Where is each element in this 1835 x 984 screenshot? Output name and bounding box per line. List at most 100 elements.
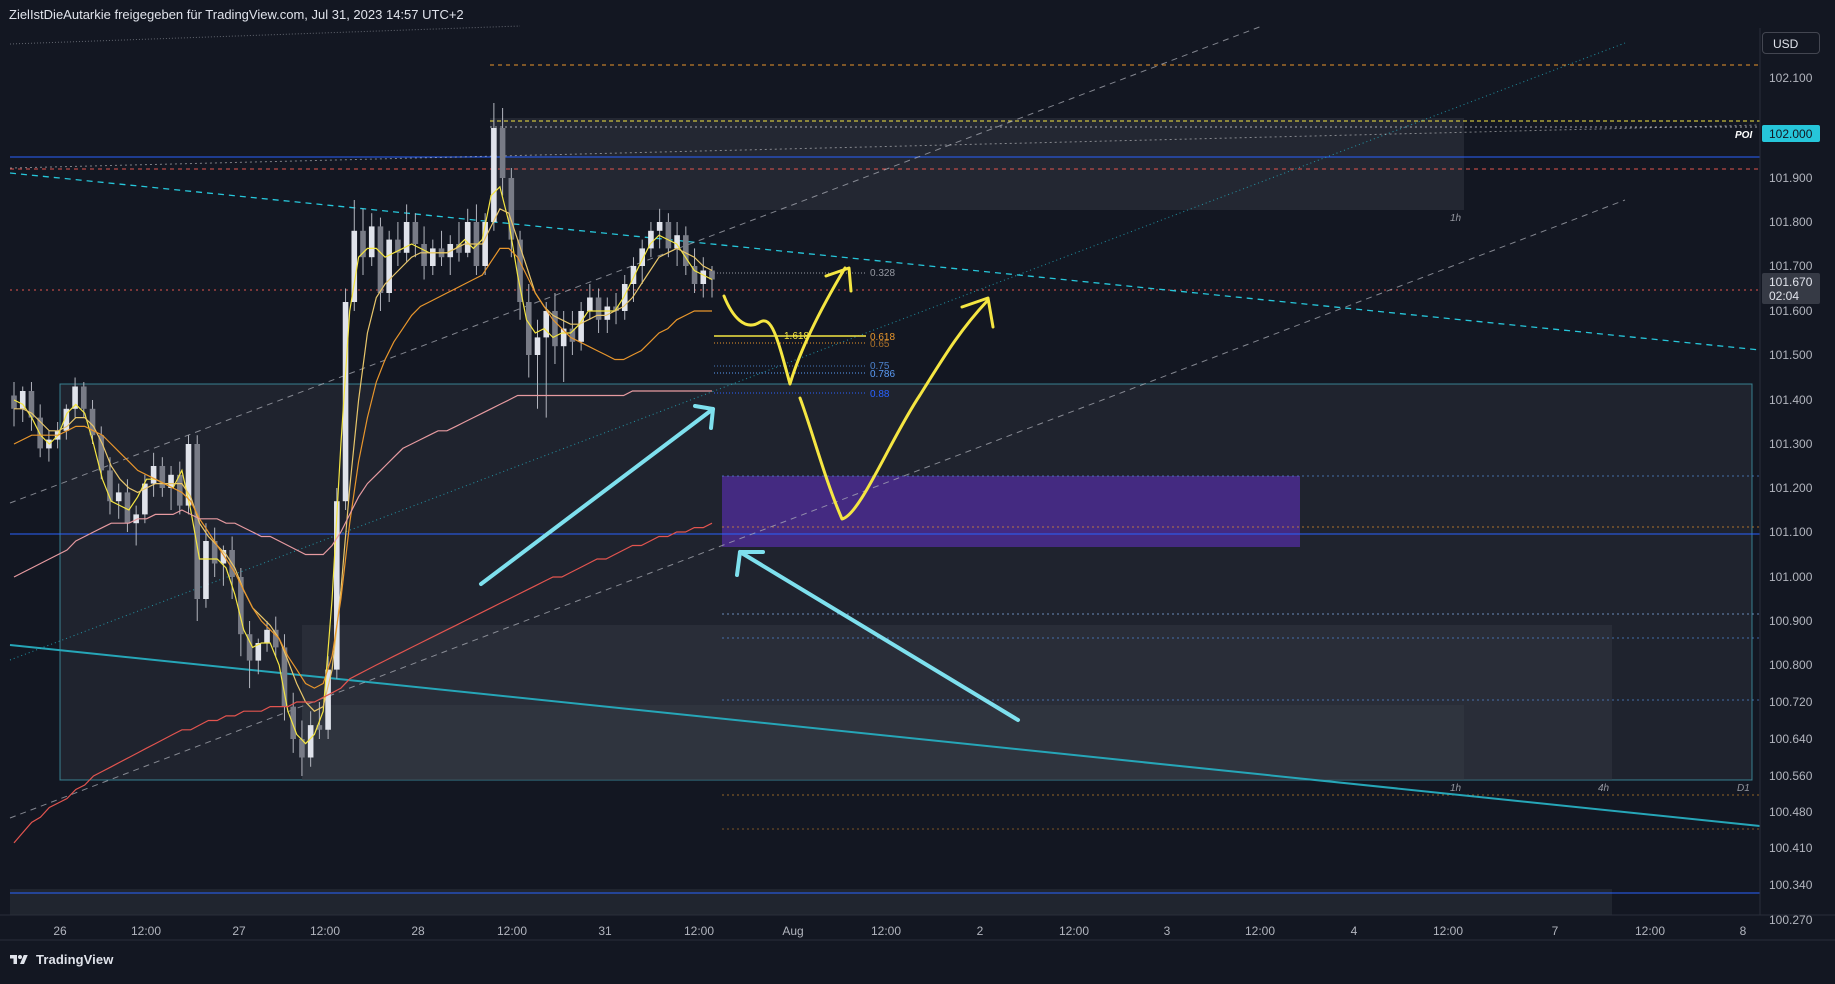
candle xyxy=(543,302,550,418)
price-tick-label: 101.200 xyxy=(1769,481,1813,495)
yellow-arrowhead-right xyxy=(960,296,995,329)
time-tick-label: 12:00 xyxy=(684,924,714,938)
candle xyxy=(11,382,17,427)
header-bar: ZielIstDieAutarkie freigegeben für Tradi… xyxy=(0,0,1835,28)
candle xyxy=(648,222,654,258)
candle xyxy=(211,527,218,577)
candle xyxy=(150,452,157,497)
hand-drawings xyxy=(479,266,1020,722)
candle xyxy=(368,213,375,266)
price-tick-label: 100.480 xyxy=(1769,805,1813,819)
price-axis[interactable]: 102.100 101.900 101.800 101.700 101.600 101.5… xyxy=(1769,71,1813,927)
poi-price: 102.000 xyxy=(1769,127,1813,141)
price-tick-label: 101.600 xyxy=(1769,304,1813,318)
fib-label-0786: 0.786 xyxy=(870,369,895,380)
price-tick-label: 101.000 xyxy=(1769,570,1813,584)
time-tick-label: 4 xyxy=(1351,924,1358,938)
price-tick-label: 101.700 xyxy=(1769,259,1813,273)
candle xyxy=(683,226,689,275)
moving-average-line xyxy=(13,247,712,689)
zone-label-d1: D1 xyxy=(1737,783,1750,794)
moving-average-line xyxy=(13,522,713,844)
tradingview-logo-icon xyxy=(10,954,28,964)
candle xyxy=(709,266,715,298)
trendline-grey-dash-upper xyxy=(9,25,1263,504)
candle xyxy=(491,103,497,231)
candle xyxy=(395,222,401,266)
zone-label-1h-lower: 1h xyxy=(1450,783,1462,794)
brand-name: TradingView xyxy=(36,952,114,967)
candle xyxy=(107,457,113,515)
candle xyxy=(473,204,480,275)
time-tick-label: Aug xyxy=(782,924,803,938)
price-tick-label: 101.500 xyxy=(1769,348,1813,362)
moving-average-line xyxy=(14,207,713,712)
chart-title: ZielIstDieAutarkie freigegeben für Tradi… xyxy=(9,7,464,22)
price-tick-label: 100.270 xyxy=(1769,913,1813,927)
time-tick-label: 12:00 xyxy=(310,924,340,938)
candle xyxy=(377,217,384,311)
purple-zone xyxy=(722,476,1300,547)
candle xyxy=(587,284,593,320)
tradingview-brand[interactable]: TradingView xyxy=(8,952,113,967)
time-tick-label: 12:00 xyxy=(1635,924,1665,938)
time-tick-label: 12:00 xyxy=(497,924,527,938)
price-tick-label: 102.100 xyxy=(1769,71,1813,85)
yellow-path-left xyxy=(722,266,847,386)
zone-4h xyxy=(302,625,1612,780)
price-tick-label: 100.560 xyxy=(1769,769,1813,783)
candle xyxy=(456,222,462,262)
time-tick-label: 12:00 xyxy=(1245,924,1275,938)
candle xyxy=(159,457,166,497)
candle xyxy=(386,230,392,302)
candle xyxy=(534,319,541,409)
time-tick-label: 12:00 xyxy=(871,924,901,938)
candle xyxy=(299,720,305,776)
price-tick-label: 101.800 xyxy=(1769,215,1813,229)
time-axis[interactable]: 26 12:00 27 12:00 28 12:00 31 12:00 Aug 12:00 2 12:… xyxy=(53,924,1746,938)
candle xyxy=(272,616,279,657)
candle xyxy=(447,235,454,275)
candle xyxy=(525,284,532,378)
price-tick-label: 101.300 xyxy=(1769,437,1813,451)
currency-button[interactable]: USD xyxy=(1762,32,1820,54)
cyan-arrow-up xyxy=(479,407,715,586)
candle xyxy=(639,239,645,284)
last-price: 101.670 xyxy=(1769,275,1813,289)
candle xyxy=(246,621,253,689)
zone-label-1h-upper: 1h xyxy=(1450,213,1462,224)
candle xyxy=(351,200,358,311)
time-tick-label: 26 xyxy=(53,924,67,938)
countdown: 02:04 xyxy=(1769,289,1799,303)
candle xyxy=(194,435,201,621)
time-tick-label: 12:00 xyxy=(1433,924,1463,938)
candle xyxy=(412,213,419,258)
zone-labels: 1h 1h 4h D1 xyxy=(1450,213,1750,794)
moving-averages xyxy=(13,185,713,844)
candle xyxy=(656,208,663,249)
candle xyxy=(28,382,35,431)
time-tick-label: 12:00 xyxy=(1059,924,1089,938)
price-tick-label: 100.720 xyxy=(1769,695,1813,709)
trendline-cyan-solid xyxy=(9,644,1761,827)
candle xyxy=(499,108,506,196)
candle xyxy=(89,400,96,444)
trendline-white-dot xyxy=(9,124,1761,169)
candle xyxy=(621,275,628,320)
time-tick-label: 12:00 xyxy=(131,924,161,938)
cyan-arrowhead-down xyxy=(735,550,765,577)
candle xyxy=(133,505,139,546)
price-tick-label: 100.800 xyxy=(1769,658,1813,672)
time-tick-label: 28 xyxy=(411,924,425,938)
candle xyxy=(508,168,515,258)
time-tick-label: 31 xyxy=(598,924,612,938)
fib-label-0618: 0.618 xyxy=(870,332,895,343)
candle xyxy=(342,288,349,510)
price-tick-label: 100.340 xyxy=(1769,878,1813,892)
candle xyxy=(665,213,672,258)
candle xyxy=(176,461,183,515)
candle xyxy=(72,377,78,418)
zone-1h-lower xyxy=(302,705,1464,780)
